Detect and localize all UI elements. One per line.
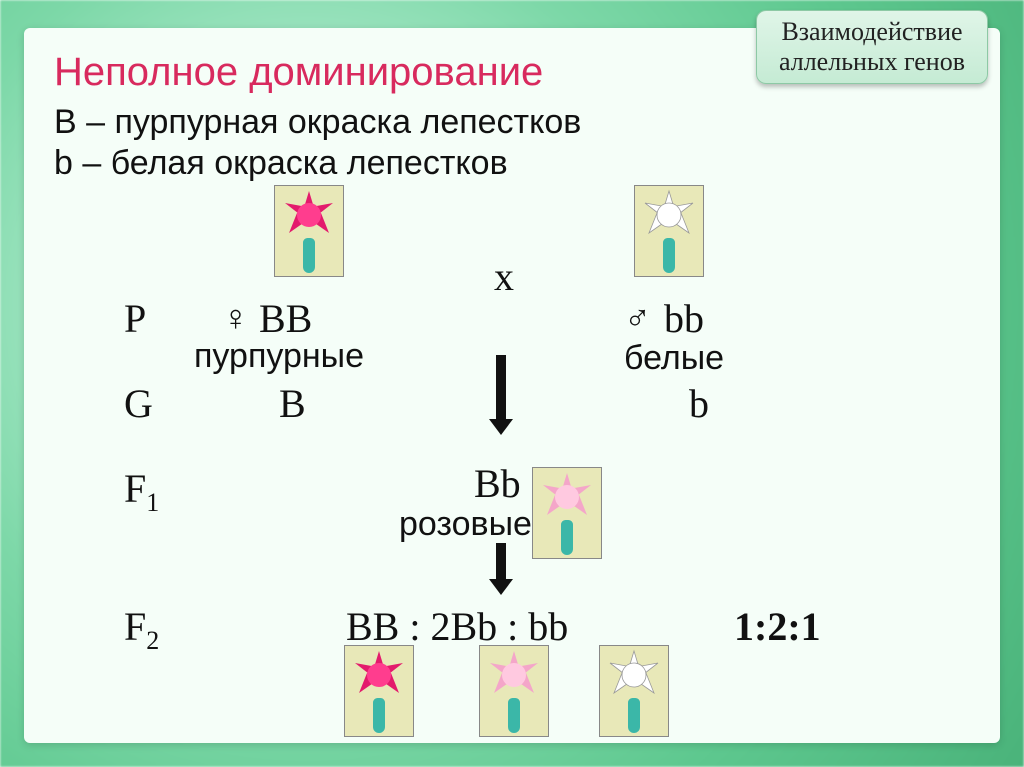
f2-flower-pink	[479, 645, 549, 737]
female-genotype: BB	[259, 295, 312, 342]
topic-badge: Взаимодействие аллельных генов	[756, 10, 988, 84]
parent-male-flower	[634, 185, 704, 277]
legend-line-1: B – пурпурная окраска лепестков	[54, 103, 970, 142]
female-symbol: ♀	[222, 297, 249, 339]
cross-symbol: х	[494, 253, 514, 300]
f2-flower-purple	[344, 645, 414, 737]
flower-petals-purple	[351, 649, 407, 705]
f1-letter: F	[124, 466, 146, 511]
f1-phenotype: розовые	[399, 505, 532, 544]
f2-ratio: 1:2:1	[734, 603, 821, 650]
flower-petals-white	[641, 189, 697, 245]
male-symbol: ♂	[624, 297, 651, 339]
row-label-F2: F2	[124, 603, 159, 656]
content-frame: Неполное доминирование B – пурпурная окр…	[24, 28, 1000, 743]
row-label-F1: F1	[124, 465, 159, 518]
badge-line2: аллельных генов	[779, 47, 965, 77]
flower-petals-white	[606, 649, 662, 705]
f1-genotype: Bb	[474, 460, 521, 507]
female-phenotype: пурпурные	[194, 337, 364, 376]
f1-flower	[532, 467, 602, 559]
f2-sub: 2	[146, 626, 159, 655]
f1-sub: 1	[146, 488, 159, 517]
arrow-down-2	[496, 543, 506, 583]
gamete-male: b	[689, 380, 709, 427]
male-phenotype: белые	[624, 339, 724, 378]
male-genotype: bb	[664, 295, 704, 342]
row-label-G: G	[124, 380, 153, 427]
gamete-female: B	[279, 380, 306, 427]
row-label-P: P	[124, 295, 146, 342]
genetics-diagram: х P ♀ BB пурпурные ♂ bb белые G B b F1 B…	[54, 185, 970, 725]
flower-petals-purple	[281, 189, 337, 245]
badge-line1: Взаимодействие	[779, 17, 965, 47]
flower-petals-pink	[539, 471, 595, 527]
f2-letter: F	[124, 604, 146, 649]
f2-genotypes: BB : 2Bb : bb	[346, 603, 568, 650]
arrow-down-1	[496, 355, 506, 423]
legend-line-2: b – белая окраска лепестков	[54, 144, 970, 183]
flower-petals-pink	[486, 649, 542, 705]
parent-female-flower	[274, 185, 344, 277]
f2-flower-white	[599, 645, 669, 737]
